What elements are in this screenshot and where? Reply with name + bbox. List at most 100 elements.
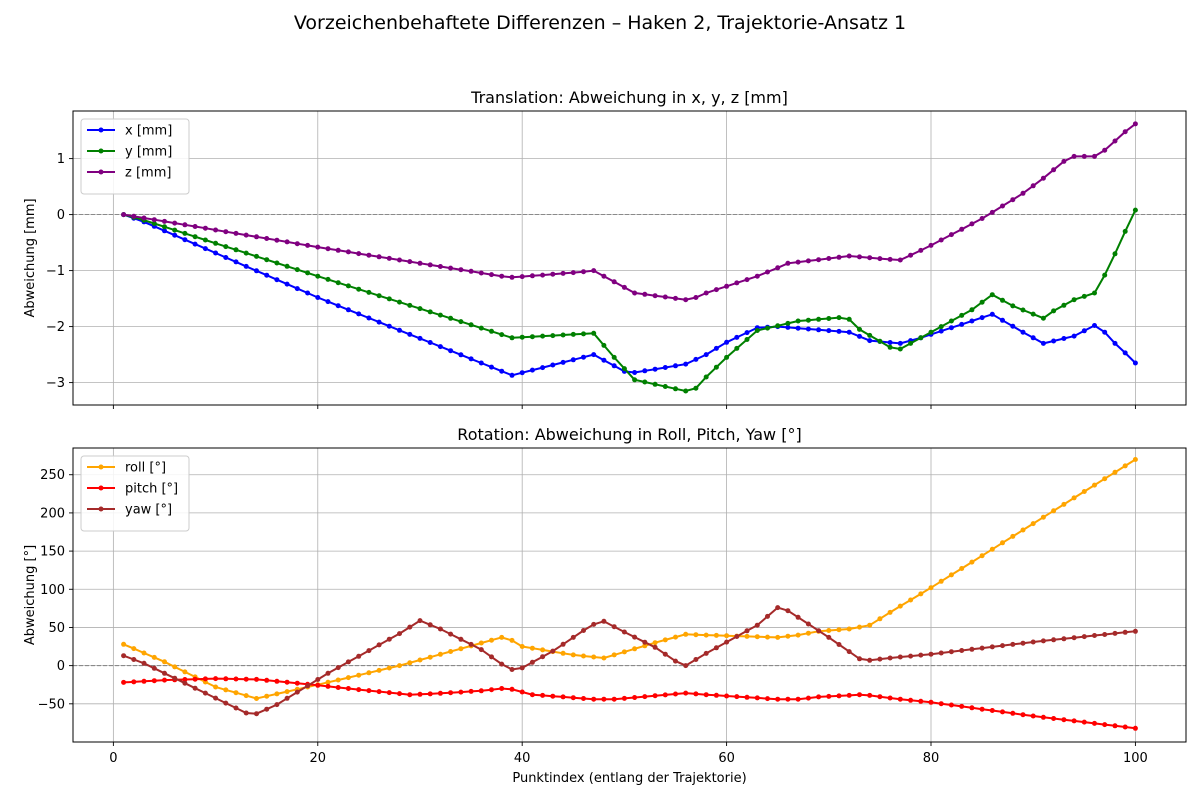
data-point [734,634,740,639]
legend-marker [98,127,104,133]
data-point [325,246,331,252]
data-point [713,632,719,638]
y-tick-label: −2 [46,320,65,335]
data-point [397,631,402,637]
subplot-title: Translation: Abweichung in x, y, z [mm] [470,88,788,107]
data-point [642,379,648,385]
data-point [570,331,576,337]
data-point [979,299,985,305]
data-point [121,212,127,218]
data-point [621,366,627,372]
data-point [325,299,331,305]
series-x [121,212,1138,378]
data-point [765,696,770,702]
data-point [601,357,607,363]
data-point [1071,718,1077,724]
data-point [693,356,699,362]
data-point [632,634,638,640]
data-point [1112,469,1118,475]
data-point [621,284,627,290]
data-point [397,691,402,697]
data-point [376,642,382,648]
data-point [468,688,474,694]
data-point [897,603,903,609]
data-point [243,232,249,238]
data-point [448,649,454,654]
data-point [989,708,995,713]
data-point [417,335,423,341]
data-point [1000,540,1005,546]
data-point [315,244,321,250]
data-point [437,264,443,269]
data-point [693,657,699,662]
data-point [1010,710,1016,716]
data-point [775,696,781,702]
data-point [305,683,311,689]
data-point [427,262,433,268]
data-point [836,693,842,699]
data-point [274,277,280,283]
x-tick-label: 40 [514,751,531,766]
data-point [846,626,852,632]
axes-frame [72,110,1187,406]
data-point [540,692,546,698]
data-point [703,352,709,358]
data-point [754,622,760,628]
data-point [928,699,934,705]
data-point [795,318,801,324]
data-point [550,271,556,277]
data-point [192,685,198,691]
data-point [805,258,811,264]
data-point [938,237,944,243]
data-point [1020,640,1026,646]
series-line [123,123,1137,301]
data-point [448,690,454,696]
data-point [908,597,914,603]
data-point [131,657,137,662]
data-point [846,316,852,322]
data-point [918,247,924,253]
data-point [509,667,515,672]
y-tick-label: −1 [46,264,65,279]
data-point [407,259,413,265]
data-point [121,653,127,659]
data-point [570,357,576,363]
data-point [775,323,781,329]
data-point [202,237,208,243]
series-yaw [121,605,1138,717]
data-point [141,660,147,666]
data-point [1112,340,1118,346]
data-point [765,634,770,640]
data-point [1030,639,1036,645]
data-point [989,311,995,317]
data-point [509,372,515,378]
data-point [877,338,883,344]
data-point [816,694,822,700]
data-point [468,356,474,362]
data-point [478,360,484,366]
data-point [1061,302,1067,308]
data-point [570,695,576,701]
data-point [1030,713,1036,719]
data-point [632,370,638,375]
data-point [417,618,423,624]
data-point [1081,634,1087,640]
data-point [560,650,566,656]
data-point [1102,722,1108,728]
data-point [611,624,617,630]
data-point [989,209,995,215]
data-point [693,385,699,391]
data-point [192,241,198,247]
data-point [284,281,290,287]
data-point [264,272,270,278]
data-point [468,268,474,274]
data-point [867,255,873,261]
data-point [417,260,423,266]
data-point [141,215,147,221]
data-point [1122,228,1128,234]
data-point [826,256,832,261]
data-point [938,578,944,584]
x-tick-label: 20 [310,751,327,766]
data-point [213,250,219,256]
data-point [478,270,484,276]
